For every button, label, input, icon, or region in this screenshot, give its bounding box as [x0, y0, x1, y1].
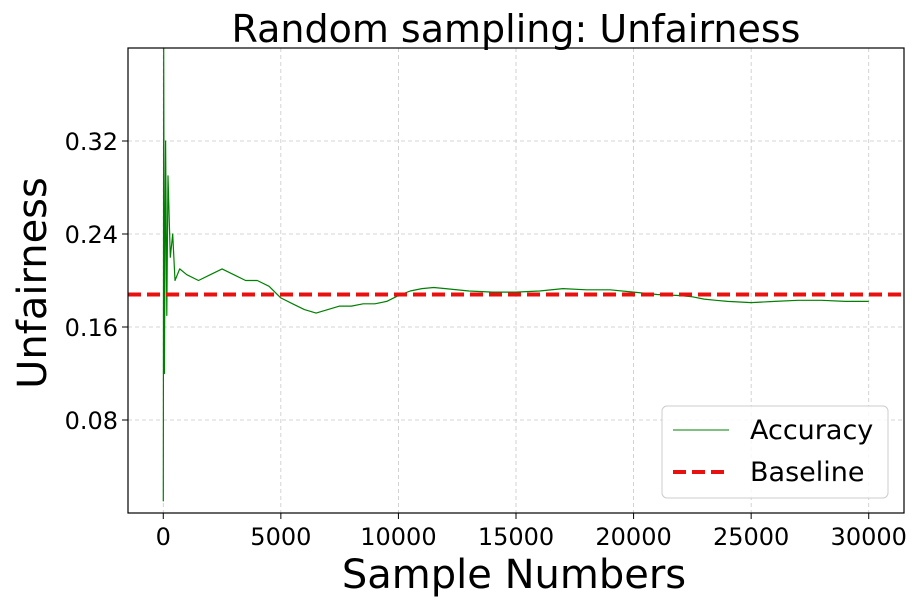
ticks: 0 5000 10000 15000 20000 25000 30000 0.08 0.16 0.…: [65, 128, 907, 551]
chart-title: Random sampling: Unfairness: [232, 7, 801, 51]
x-axis-label: Sample Numbers: [342, 552, 686, 598]
y-tick-label: 0.16: [65, 314, 118, 342]
legend-label-accuracy: Accuracy: [750, 415, 873, 446]
x-tick-label: 25000: [713, 523, 789, 551]
x-tick-label: 30000: [831, 523, 907, 551]
legend-label-baseline: Baseline: [750, 457, 864, 488]
x-tick-label: 0: [156, 523, 171, 551]
y-tick-label: 0.08: [65, 407, 118, 435]
x-tick-label: 5000: [250, 523, 311, 551]
y-tick-label: 0.24: [65, 221, 118, 249]
series-accuracy-line: [162, 47, 869, 502]
y-axis-label: Unfairness: [10, 177, 56, 389]
x-tick-label: 20000: [595, 523, 671, 551]
x-tick-label: 10000: [360, 523, 436, 551]
series-layer: [128, 47, 904, 502]
x-tick-label: 15000: [478, 523, 554, 551]
plot-frame: [127, 47, 905, 514]
y-tick-label: 0.32: [65, 128, 118, 156]
grid: [128, 48, 904, 513]
legend-box: [661, 405, 889, 499]
legend: Accuracy Baseline: [661, 405, 889, 499]
